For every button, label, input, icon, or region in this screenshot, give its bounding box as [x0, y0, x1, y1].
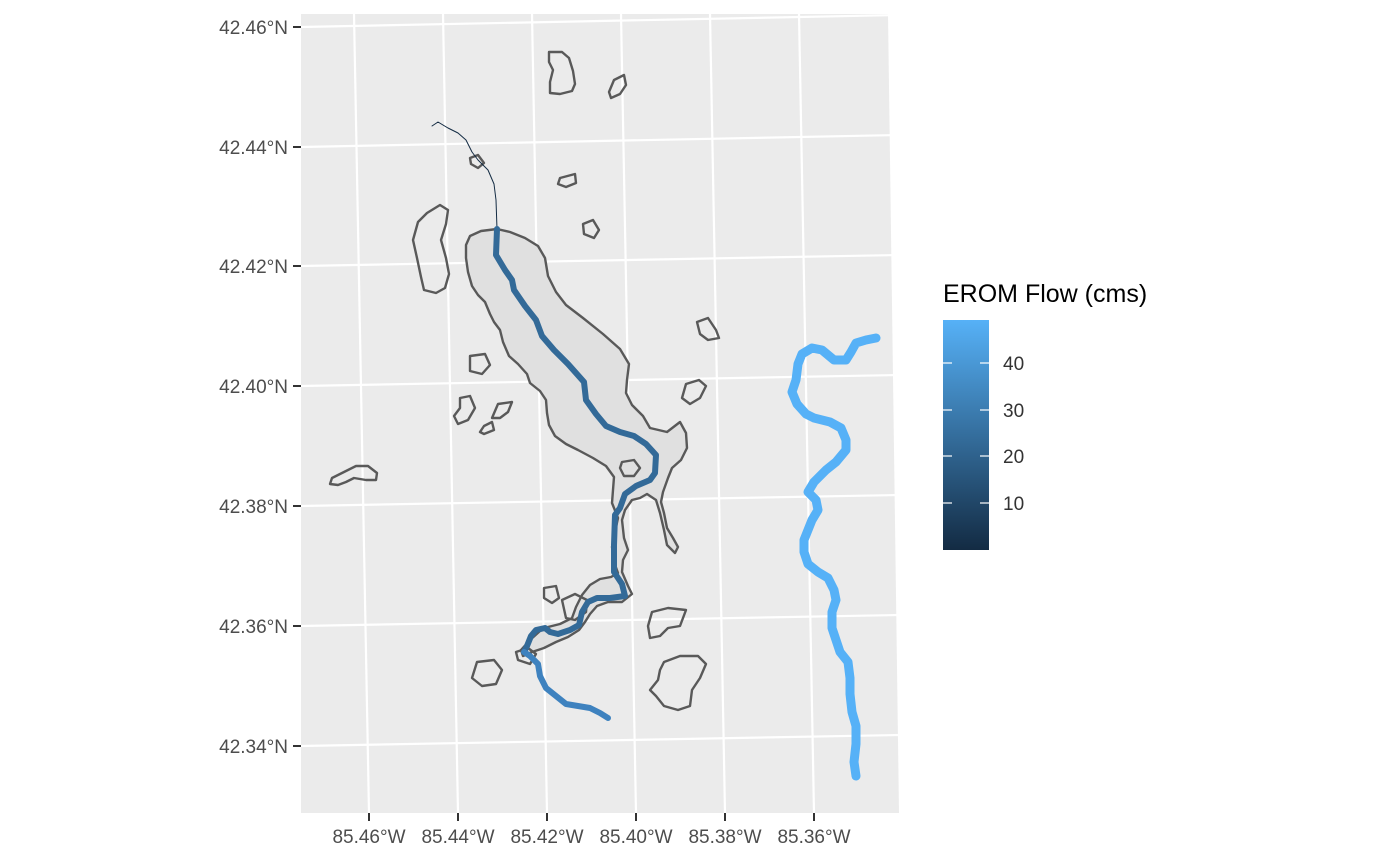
pond-5 [468, 352, 492, 376]
pond-15 [648, 654, 708, 712]
legend-colorbar-ticks [943, 362, 989, 504]
y-tick-label: 42.40°N [219, 377, 288, 398]
pond-13 [646, 606, 688, 640]
legend-colorbar [943, 320, 989, 550]
legend-label: 10 [1003, 494, 1024, 515]
headwater-flowline [431, 121, 498, 230]
legend-label: 30 [1003, 401, 1024, 422]
legend: EROM Flow (cms) 40 30 20 10 [943, 280, 1147, 550]
pond-7 [452, 394, 477, 426]
pond-1 [468, 153, 486, 170]
y-tick-label: 42.46°N [219, 18, 288, 39]
x-axis-labels: 85.46°W 85.44°W 85.42°W 85.40°W 85.38°W … [332, 827, 850, 848]
y-tick-label: 42.42°N [219, 257, 288, 278]
main-river-flowline [493, 226, 659, 655]
pond-8 [490, 400, 514, 420]
north-pond-1 [547, 50, 577, 96]
x-tick-label: 85.44°W [421, 827, 494, 848]
legend-label: 40 [1003, 354, 1024, 375]
far-west-lake [328, 464, 379, 487]
x-tick-label: 85.38°W [688, 827, 761, 848]
pond-14 [470, 658, 504, 688]
y-axis-ticks [293, 26, 301, 747]
pond-3 [581, 218, 601, 240]
pond-9 [478, 420, 496, 436]
y-axis-labels: 42.46°N 42.44°N 42.42°N 42.40°N 42.38°N … [219, 18, 288, 758]
gridline-lon-2 [441, 14, 460, 813]
y-tick-label: 42.44°N [219, 138, 288, 159]
pond-2 [556, 172, 578, 189]
pond-11 [542, 584, 561, 605]
main-lake [464, 227, 689, 658]
west-lake [411, 203, 451, 295]
gridline-lat-6 [301, 613, 899, 628]
gridline-lat-2 [301, 133, 899, 149]
flowlines [431, 121, 881, 781]
legend-title: EROM Flow (cms) [943, 280, 1147, 308]
y-tick-label: 42.34°N [219, 737, 288, 758]
gridline-lat-5 [301, 493, 899, 508]
x-tick-label: 85.46°W [332, 827, 405, 848]
pond-6 [680, 378, 708, 406]
x-tick-label: 85.42°W [510, 827, 583, 848]
pond-12 [560, 592, 589, 622]
legend-label: 20 [1003, 447, 1024, 468]
gridline-lat-7 [301, 733, 899, 748]
gridline-lat-3 [301, 253, 899, 268]
x-axis-ticks [368, 813, 815, 821]
y-tick-label: 42.38°N [219, 497, 288, 518]
pond-4 [695, 316, 721, 342]
waterbodies [328, 50, 721, 712]
y-tick-label: 42.36°N [219, 617, 288, 638]
x-tick-label: 85.40°W [599, 827, 672, 848]
east-river-flowline [787, 333, 881, 781]
pond-10 [618, 458, 642, 478]
gridline-lon-1 [352, 14, 371, 813]
gridline-lon-5 [708, 14, 727, 813]
x-tick-label: 85.36°W [777, 827, 850, 848]
lower-river-flowline [521, 649, 611, 721]
north-pond-2 [607, 73, 628, 100]
